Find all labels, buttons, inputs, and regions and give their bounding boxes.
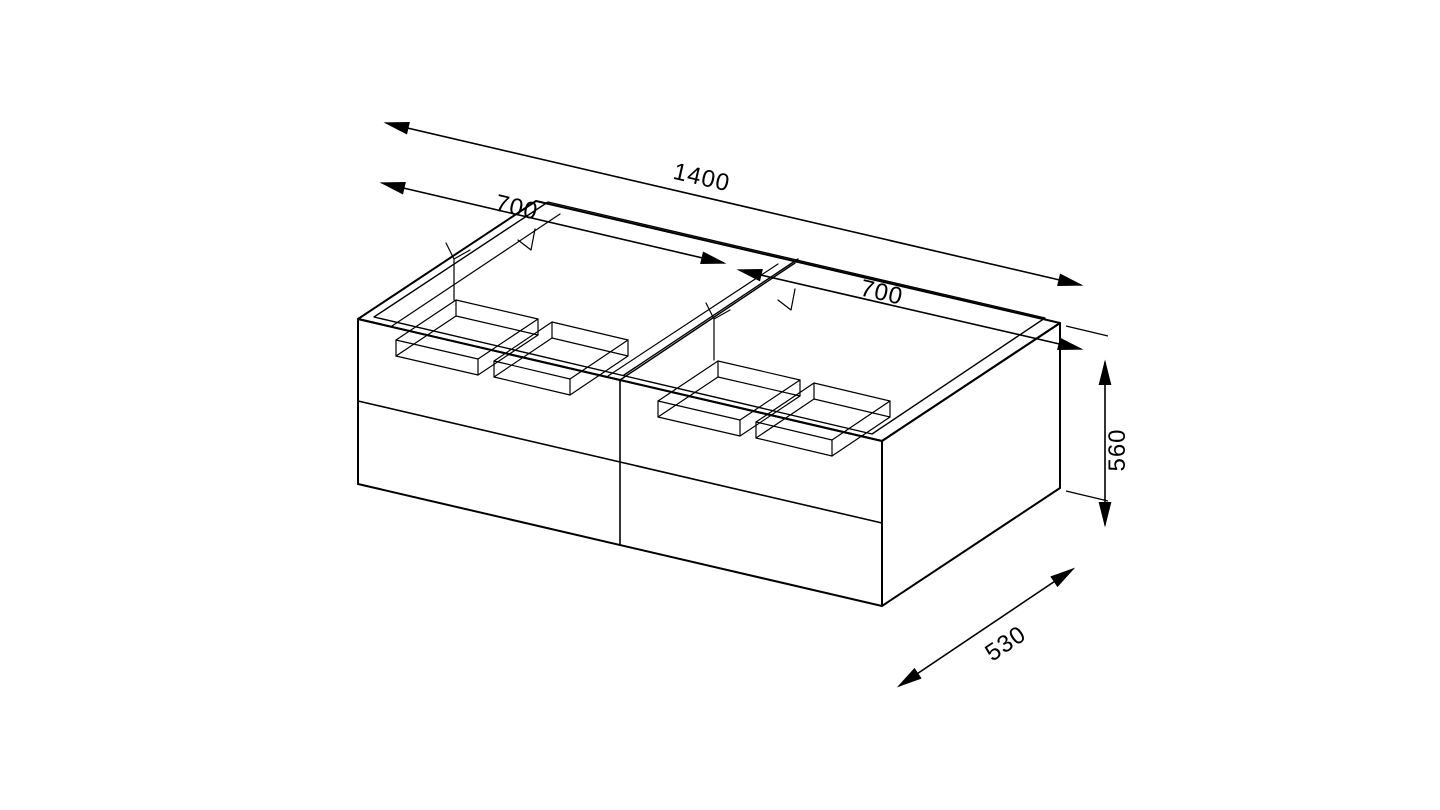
technical-drawing: 1400 700 700 560 530 bbox=[0, 0, 1440, 810]
dim-depth-label: 530 bbox=[980, 621, 1031, 667]
dim-height-label: 560 bbox=[1104, 428, 1131, 471]
dim-half-left-line bbox=[382, 183, 724, 263]
dim-half-right-label: 700 bbox=[858, 275, 906, 311]
dim-half-left-label: 700 bbox=[493, 190, 541, 226]
cabinet-outline bbox=[358, 201, 1060, 606]
dim-depth-line bbox=[899, 569, 1073, 686]
